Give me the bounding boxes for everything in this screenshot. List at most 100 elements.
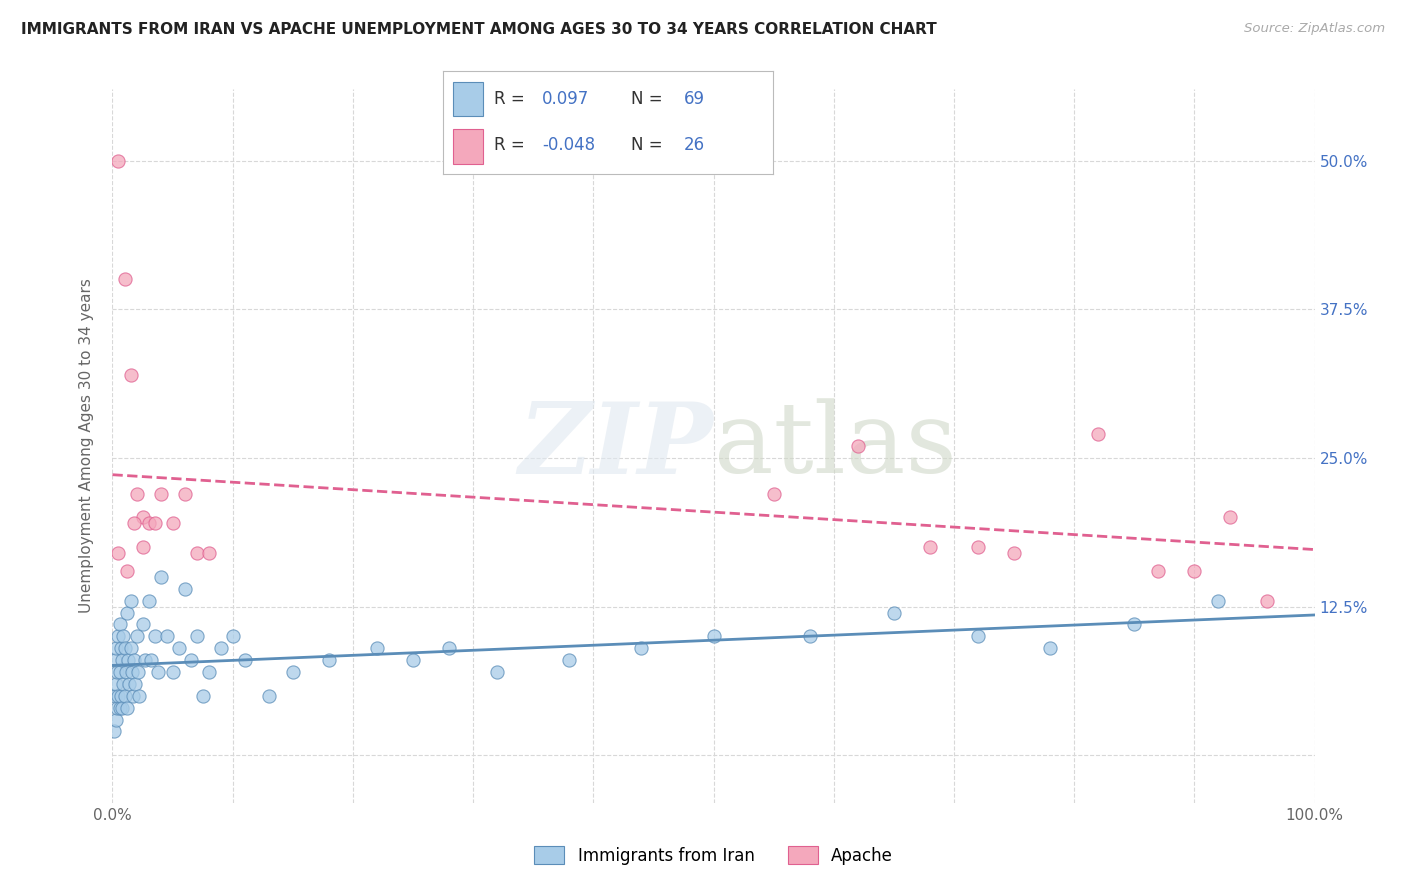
Point: [114, 689, 136, 703]
Point: [120, 368, 142, 382]
Point: [122, 689, 145, 703]
Point: [114, 641, 136, 656]
Point: [134, 653, 156, 667]
Text: 69: 69: [685, 90, 704, 108]
Point: [111, 653, 134, 667]
Text: 26: 26: [685, 136, 706, 154]
Point: [967, 540, 990, 554]
Point: [366, 641, 388, 656]
Point: [155, 629, 177, 643]
Point: [186, 629, 208, 643]
Point: [173, 486, 195, 500]
Point: [149, 570, 172, 584]
Text: 0.097: 0.097: [543, 90, 589, 108]
Point: [1208, 593, 1230, 607]
Point: [257, 689, 280, 703]
Point: [118, 677, 141, 691]
Point: [105, 700, 128, 714]
Point: [146, 665, 169, 679]
Point: [967, 629, 990, 643]
Point: [131, 510, 153, 524]
Text: R =: R =: [494, 136, 530, 154]
Point: [138, 593, 160, 607]
FancyBboxPatch shape: [453, 128, 482, 163]
Text: IMMIGRANTS FROM IRAN VS APACHE UNEMPLOYMENT AMONG AGES 30 TO 34 YEARS CORRELATIO: IMMIGRANTS FROM IRAN VS APACHE UNEMPLOYM…: [21, 22, 936, 37]
Point: [799, 629, 821, 643]
Point: [281, 665, 304, 679]
Point: [630, 641, 652, 656]
Point: [128, 689, 150, 703]
Point: [115, 564, 138, 578]
Point: [437, 641, 460, 656]
Point: [138, 516, 160, 531]
Point: [122, 516, 145, 531]
Point: [143, 629, 166, 643]
Point: [103, 724, 125, 739]
Text: Source: ZipAtlas.com: Source: ZipAtlas.com: [1244, 22, 1385, 36]
Point: [402, 653, 425, 667]
Point: [1002, 546, 1025, 560]
Point: [918, 540, 941, 554]
Point: [108, 665, 131, 679]
Point: [104, 689, 127, 703]
Point: [883, 606, 905, 620]
Point: [127, 665, 149, 679]
Point: [104, 653, 127, 667]
Text: -0.048: -0.048: [543, 136, 595, 154]
Point: [114, 272, 136, 286]
Point: [114, 665, 136, 679]
Point: [105, 641, 128, 656]
Point: [110, 689, 132, 703]
Point: [107, 689, 129, 703]
FancyBboxPatch shape: [453, 81, 482, 117]
Point: [762, 486, 785, 500]
Point: [222, 629, 245, 643]
Point: [125, 629, 148, 643]
Text: ZIP: ZIP: [519, 398, 713, 494]
Point: [108, 617, 131, 632]
Point: [121, 665, 143, 679]
Point: [186, 546, 208, 560]
Point: [107, 546, 129, 560]
Point: [112, 677, 135, 691]
Point: [180, 653, 202, 667]
Point: [191, 689, 214, 703]
Point: [702, 629, 725, 643]
Text: N =: N =: [631, 90, 668, 108]
Y-axis label: Unemployment Among Ages 30 to 34 years: Unemployment Among Ages 30 to 34 years: [79, 278, 94, 614]
Text: N =: N =: [631, 136, 668, 154]
Point: [111, 700, 134, 714]
Point: [117, 653, 139, 667]
Point: [162, 665, 184, 679]
Point: [197, 546, 219, 560]
Point: [131, 540, 153, 554]
Point: [197, 665, 219, 679]
Text: atlas: atlas: [713, 398, 956, 494]
Point: [1147, 564, 1170, 578]
Point: [143, 516, 166, 531]
Point: [149, 486, 172, 500]
Point: [112, 629, 135, 643]
Point: [162, 516, 184, 531]
Point: [846, 439, 869, 453]
Point: [1039, 641, 1062, 656]
Point: [1184, 564, 1206, 578]
Point: [1256, 593, 1278, 607]
Point: [107, 153, 129, 168]
Point: [124, 677, 146, 691]
Point: [1219, 510, 1241, 524]
Point: [173, 582, 195, 596]
Point: [486, 665, 509, 679]
Point: [233, 653, 256, 667]
Point: [120, 593, 142, 607]
Point: [115, 606, 138, 620]
Point: [139, 653, 162, 667]
Point: [115, 700, 138, 714]
Legend: Immigrants from Iran, Apache: Immigrants from Iran, Apache: [526, 838, 901, 873]
Point: [1123, 617, 1146, 632]
Point: [122, 653, 145, 667]
Point: [108, 700, 131, 714]
Point: [105, 665, 128, 679]
Point: [105, 677, 128, 691]
Point: [105, 713, 128, 727]
